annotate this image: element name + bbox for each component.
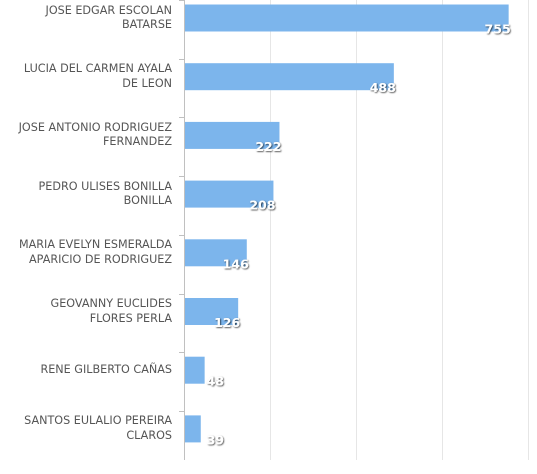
- data-label: 222: [255, 139, 281, 154]
- data-label: 208: [249, 198, 275, 213]
- category-label: JOSE EDGAR ESCOLAN BATARSE: [45, 3, 172, 32]
- category-label: PEDRO ULISES BONILLA BONILLA: [38, 179, 172, 208]
- data-label: 146: [223, 256, 249, 271]
- bar[interactable]: [185, 63, 394, 91]
- bar[interactable]: [185, 415, 201, 443]
- category-label: GEOVANNY EUCLIDES FLORES PERLA: [50, 297, 172, 325]
- data-label: 48: [207, 374, 224, 389]
- category-label: RENE GILBERTO CAÑAS: [40, 362, 172, 376]
- data-label: 39: [207, 432, 224, 447]
- bar[interactable]: [185, 356, 205, 384]
- category-label: SANTOS EULALIO PEREIRA CLAROS: [24, 414, 172, 442]
- data-label: 755: [485, 22, 511, 37]
- category-label: LUCIA DEL CARMEN AYALA DE LEON: [23, 62, 172, 90]
- bar[interactable]: [185, 4, 509, 32]
- data-label: 488: [370, 80, 396, 95]
- category-label: MARIA EVELYN ESMERALDA APARICIO DE RODRI…: [18, 238, 172, 266]
- bar[interactable]: [185, 298, 239, 325]
- data-label: 126: [214, 315, 240, 330]
- bar[interactable]: [185, 180, 274, 208]
- category-label: JOSE ANTONIO RODRIGUEZ FERNANDEZ: [18, 120, 172, 149]
- bar[interactable]: [185, 239, 247, 267]
- bar[interactable]: [185, 121, 280, 149]
